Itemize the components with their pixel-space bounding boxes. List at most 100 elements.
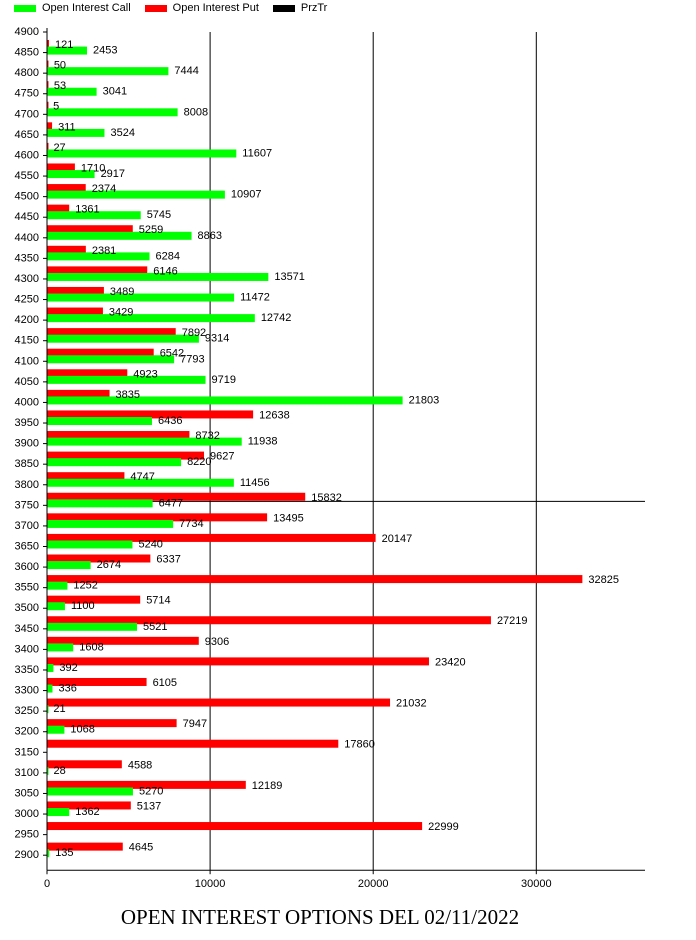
bar-call [47,643,74,652]
data-label-put: 5259 [139,224,163,236]
bar-put [47,801,131,810]
bar-call [47,766,49,775]
data-label-call: 1608 [79,641,103,653]
bar-put [47,60,49,69]
legend-item-prz: PrzTr [272,2,328,14]
y-tick-label: 4700 [15,108,39,120]
bar-call [47,252,150,261]
data-label-call: 6436 [158,415,182,427]
y-tick-label: 4250 [15,294,39,306]
y-tick-label: 3050 [15,787,39,799]
y-tick-label: 3500 [15,602,39,614]
bar-put [47,780,246,789]
data-label-call: 1100 [71,600,95,612]
bar-put [47,595,141,604]
y-tick-label: 3950 [15,417,39,429]
y-tick-label: 2900 [15,849,39,861]
data-label-put: 5137 [137,800,161,812]
data-label-call: 392 [59,662,77,674]
data-label-call: 3524 [110,127,134,139]
data-label-call: 8863 [198,230,222,242]
bar-call [47,170,95,179]
data-label-call: 13571 [274,271,305,283]
bar-put [47,554,151,563]
axes [43,28,645,875]
y-tick-label: 4600 [15,149,39,161]
x-tick-label: 20000 [358,878,389,890]
data-label-put: 23420 [435,656,466,668]
data-label-put: 1361 [75,204,99,216]
y-tick-label: 3550 [15,582,39,594]
labels: 4900 121 4850 2453 50 4800 7444 53 4750 3041 5 4700… [15,26,619,890]
bar-put [47,328,176,337]
data-label-call: 11472 [240,292,270,304]
data-label-put: 6105 [153,677,177,689]
bar-call [47,87,97,96]
open-interest-chart: 4900 121 4850 2453 50 4800 7444 53 4750 3041 5 4700… [15,26,645,890]
bar-put [47,369,128,378]
bar-put [47,431,190,440]
data-label-put: 9627 [210,451,234,463]
data-label-put: 3489 [110,286,134,298]
data-label-call: 11607 [242,147,272,159]
bar-put [47,739,339,748]
bar-call [47,375,206,384]
data-label-put: 6542 [160,348,184,360]
data-label-call: 2674 [97,559,121,571]
legend-item-put: Open Interest Put [144,2,259,14]
data-label-put: 121 [55,39,73,51]
data-label-put: 4645 [129,842,153,854]
data-label-call: 6477 [159,497,183,509]
bar-put [47,575,583,584]
data-label-call: 21803 [409,394,440,406]
bar-put [47,616,491,625]
data-label-call: 11456 [240,477,270,489]
data-label-put: 9306 [205,636,229,648]
bar-call [47,149,237,158]
data-label-put: 50 [54,60,66,72]
data-label-call: 8008 [184,106,208,118]
bar-call [47,211,141,220]
data-label-call: 1068 [70,724,94,736]
y-tick-label: 4800 [15,67,39,79]
bar-put [47,677,147,686]
data-label-call: 7444 [174,65,198,77]
bar-put [47,122,53,131]
bar-call [47,602,65,611]
bar-call [47,190,225,199]
bar-put [47,142,49,151]
bar-call [47,231,192,240]
data-label-put: 4747 [130,471,154,483]
y-tick-label: 4900 [15,26,39,38]
legend-item-call: Open Interest Call [14,2,131,14]
legend-label-put: Open Interest Put [172,2,259,14]
bar-call [47,561,91,570]
bars [47,40,583,858]
bar-call [47,417,152,426]
y-tick-label: 2950 [15,829,39,841]
bar-call [47,355,175,364]
bar-put [47,842,123,851]
data-label-put: 12189 [252,780,283,792]
data-label-put: 4588 [128,759,152,771]
data-label-put: 22999 [428,821,459,833]
data-label-put: 27219 [497,615,528,627]
y-tick-label: 3100 [15,767,39,779]
y-tick-label: 3900 [15,438,39,450]
data-label-call: 9719 [212,374,236,386]
y-tick-label: 3400 [15,643,39,655]
y-tick-label: 4550 [15,170,39,182]
bar-put [47,163,75,172]
bar-call [47,684,53,693]
bar-put [47,101,49,110]
bar-call [47,272,269,281]
data-label-call: 2917 [101,168,125,180]
bar-call [47,519,174,528]
y-tick-label: 3150 [15,746,39,758]
bar-call [47,849,50,858]
data-label-put: 12638 [259,409,290,421]
data-label-put: 21032 [396,698,427,710]
legend-label-prz: PrzTr [300,2,328,14]
data-label-put: 7947 [183,718,207,730]
data-label-call: 336 [58,683,76,695]
